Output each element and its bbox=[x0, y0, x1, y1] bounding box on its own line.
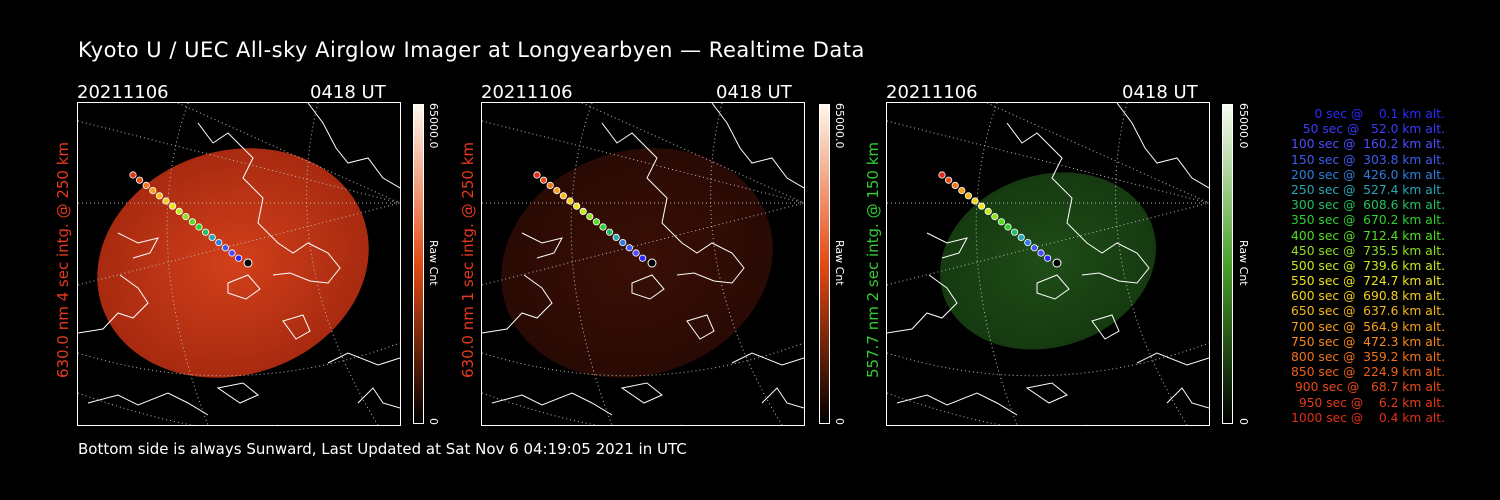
trajectory-trace bbox=[533, 171, 647, 262]
panel-2-cbar-unit: Raw Cnt bbox=[833, 240, 846, 286]
panel-3-colorbar bbox=[1222, 104, 1233, 424]
trajectory-trace bbox=[129, 171, 243, 262]
legend-row: 800 sec @ 359.2 km alt. bbox=[1287, 350, 1445, 364]
page-title: Kyoto U / UEC All-sky Airglow Imager at … bbox=[78, 38, 865, 62]
footer-note: Bottom side is always Sunward, Last Upda… bbox=[78, 440, 687, 458]
legend-row: 900 sec @ 68.7 km alt. bbox=[1291, 380, 1445, 395]
panel-1-cbar-max: 65000.0 bbox=[427, 103, 440, 149]
airglow-field bbox=[97, 148, 369, 378]
panel-2-time: 0418 UT bbox=[716, 82, 792, 103]
legend-row: 950 sec @ 6.2 km alt. bbox=[1294, 395, 1445, 410]
graticule bbox=[482, 103, 804, 425]
legend-row: 400 sec @ 712.4 km alt. bbox=[1287, 228, 1445, 243]
legend-row: 500 sec @ 739.6 km alt. bbox=[1287, 258, 1445, 273]
panel-3-image-svg bbox=[887, 103, 1209, 425]
legend-row: 650 sec @ 637.6 km alt. bbox=[1287, 304, 1445, 319]
panel-2-date: 20211106 bbox=[481, 82, 573, 103]
coastlines bbox=[482, 103, 804, 416]
panel-2-image-svg bbox=[482, 103, 804, 425]
graticule bbox=[78, 103, 400, 425]
panel-1-cbar-unit: Raw Cnt bbox=[427, 240, 440, 286]
legend-row: 50 sec @ 52.0 km alt. bbox=[1294, 122, 1445, 137]
site-marker bbox=[647, 258, 657, 268]
site-marker bbox=[1052, 258, 1062, 268]
site-marker bbox=[243, 258, 253, 268]
panel-2-colorbar bbox=[819, 104, 830, 424]
airglow-field bbox=[501, 148, 773, 378]
panel-2-cbar-min: 0 bbox=[833, 418, 846, 425]
legend-row: 850 sec @ 224.9 km alt. bbox=[1287, 365, 1445, 380]
legend-row: 200 sec @ 426.0 km alt. bbox=[1287, 167, 1445, 182]
legend-row: 250 sec @ 527.4 km alt. bbox=[1287, 182, 1445, 197]
panel-3-allsky-image bbox=[886, 102, 1210, 426]
panel-2-cbar-max: 65000.0 bbox=[833, 103, 846, 149]
panel-2-allsky-image bbox=[481, 102, 805, 426]
panel-1-side-label: 630.0 nm 4 sec intg. @ 250 km bbox=[54, 141, 72, 378]
panel-3-side-label: 557.7 nm 2 sec intg. @ 150 km bbox=[864, 141, 882, 378]
legend-row: 150 sec @ 303.8 km alt. bbox=[1287, 152, 1445, 167]
panel-3-date: 20211106 bbox=[886, 82, 978, 103]
graticule bbox=[887, 103, 1209, 425]
coastlines bbox=[78, 103, 400, 416]
panel-1-image-svg bbox=[78, 103, 400, 425]
panel-1-time: 0418 UT bbox=[310, 82, 386, 103]
panel-1-allsky-image bbox=[77, 102, 401, 426]
legend-row: 750 sec @ 472.3 km alt. bbox=[1287, 334, 1445, 349]
legend-row: 600 sec @ 690.8 km alt. bbox=[1287, 289, 1445, 304]
legend-row: 1000 sec @ 0.4 km alt. bbox=[1291, 410, 1445, 425]
legend-row: 100 sec @ 160.2 km alt. bbox=[1287, 137, 1445, 152]
panel-1-cbar-min: 0 bbox=[427, 418, 440, 425]
trajectory-trace bbox=[938, 171, 1052, 262]
legend-row: 0 sec @ 0.1 km alt. bbox=[1302, 107, 1445, 121]
panel-1-colorbar bbox=[413, 104, 424, 424]
coastlines bbox=[887, 103, 1209, 416]
legend-row: 550 sec @ 724.7 km alt. bbox=[1287, 274, 1445, 289]
legend-row: 700 sec @ 564.9 km alt. bbox=[1287, 319, 1445, 334]
legend-row: 450 sec @ 735.5 km alt. bbox=[1287, 243, 1445, 258]
panel-3-time: 0418 UT bbox=[1122, 82, 1198, 103]
panel-1-date: 20211106 bbox=[77, 82, 169, 103]
time-altitude-legend: 0 sec @ 0.1 km alt. 50 sec @ 52.0 km alt… bbox=[1245, 107, 1445, 426]
legend-row: 300 sec @ 608.6 km alt. bbox=[1287, 198, 1445, 213]
legend-row: 350 sec @ 670.2 km alt. bbox=[1287, 213, 1445, 228]
panel-2-side-label: 630.0 nm 1 sec intg. @ 250 km bbox=[459, 141, 477, 378]
